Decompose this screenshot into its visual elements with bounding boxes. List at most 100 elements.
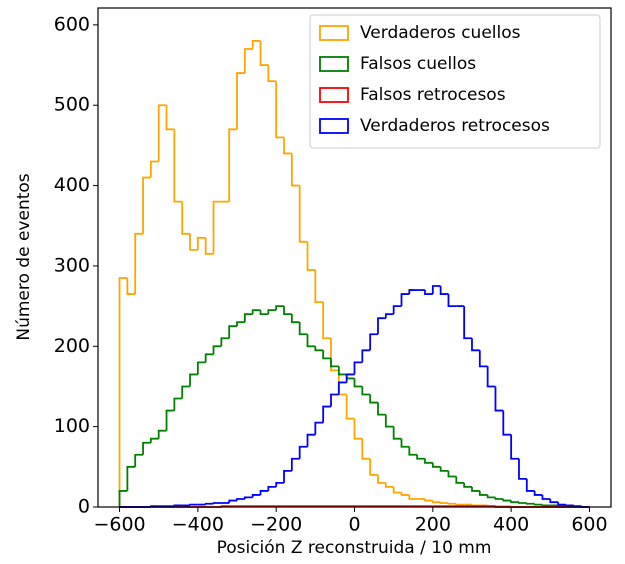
histogram-step <box>424 290 433 295</box>
histogram-step <box>134 453 144 467</box>
x-tick-label: 600 <box>571 514 607 536</box>
histogram-step <box>189 373 198 387</box>
histogram-step <box>330 358 339 368</box>
histogram-step <box>134 232 144 295</box>
x-tick-label: −600 <box>93 514 145 536</box>
histogram-step <box>361 438 371 460</box>
histogram-step <box>283 137 292 155</box>
histogram-step <box>455 476 465 484</box>
histogram-step <box>267 65 277 83</box>
histogram-step <box>455 503 465 506</box>
histogram-step <box>330 393 339 407</box>
histogram-step <box>157 429 167 439</box>
histogram-step <box>408 446 418 456</box>
histogram-step <box>377 317 386 335</box>
histogram-step <box>471 486 480 492</box>
histogram-step <box>204 237 214 255</box>
histogram-step <box>142 441 151 455</box>
histogram-step <box>298 322 308 336</box>
legend-label: Verdaderos retrocesos <box>360 116 550 136</box>
histogram-step <box>572 505 582 508</box>
histogram-step <box>408 494 418 500</box>
histogram-step <box>204 353 214 363</box>
histogram-step <box>251 494 261 498</box>
histogram-step <box>486 366 496 388</box>
y-tick-label: 600 <box>54 13 90 35</box>
histogram-step <box>306 433 316 447</box>
histogram-step <box>322 405 332 423</box>
histogram-step <box>259 310 269 316</box>
legend-label: Falsos retrocesos <box>360 85 506 105</box>
histogram-step <box>283 469 292 483</box>
histogram-step <box>275 481 285 487</box>
legend-swatch <box>319 56 349 72</box>
histogram-step <box>369 333 378 351</box>
y-tick-label: 300 <box>54 254 90 276</box>
histogram-step <box>541 504 551 507</box>
histogram-step <box>267 309 277 315</box>
histogram-step <box>337 381 347 395</box>
histogram-step <box>431 285 441 295</box>
legend-swatch <box>319 87 349 103</box>
histogram-step <box>181 385 191 399</box>
x-tick-label: −400 <box>172 514 224 536</box>
histogram-step <box>236 498 245 501</box>
histogram-step <box>173 504 183 507</box>
histogram-step <box>275 305 285 311</box>
histogram-step <box>149 437 159 443</box>
histogram-step <box>361 386 371 396</box>
histogram-step <box>431 462 441 468</box>
histogram-step <box>447 502 457 505</box>
histogram-step <box>298 445 308 459</box>
histogram-step <box>478 350 488 368</box>
histogram-step <box>189 503 198 506</box>
y-axis-label: Número de eventos <box>14 173 34 340</box>
y-tick-label: 500 <box>54 94 90 116</box>
histogram-step <box>259 490 269 495</box>
histogram-step <box>251 40 261 49</box>
histogram-step <box>290 457 300 471</box>
histogram-step <box>243 313 253 323</box>
histogram-step <box>400 492 410 496</box>
histogram-step <box>416 454 425 460</box>
histogram-step <box>447 294 457 308</box>
x-tick-label: 400 <box>493 514 529 536</box>
histogram-step <box>228 499 238 503</box>
histogram-step <box>243 496 253 499</box>
histogram-step <box>173 397 183 411</box>
histogram-step <box>118 277 128 507</box>
histogram-step <box>251 309 261 315</box>
histogram-step <box>525 478 535 492</box>
histogram-step <box>494 386 504 412</box>
histogram-step <box>541 494 551 500</box>
histogram-step <box>267 486 277 491</box>
histogram-step <box>142 176 151 234</box>
histogram-step <box>228 128 238 202</box>
histogram-step <box>486 494 496 499</box>
histogram-step <box>353 378 363 388</box>
histogram-step <box>463 306 472 340</box>
histogram-step <box>392 426 402 440</box>
histogram-step <box>118 490 128 507</box>
x-tick-label: −200 <box>250 514 302 536</box>
histogram-step <box>283 306 292 316</box>
histogram-step <box>236 72 245 130</box>
legend-label: Verdaderos cuellos <box>360 23 521 43</box>
histogram-step <box>392 305 402 315</box>
histogram-step <box>463 482 472 488</box>
histogram-step <box>518 502 527 504</box>
histogram-step <box>400 293 410 307</box>
legend-swatch <box>319 25 349 41</box>
histogram-step <box>173 129 183 203</box>
histogram-step <box>447 470 457 478</box>
histogram-step <box>510 434 519 460</box>
histogram-step <box>322 302 332 340</box>
histogram-step <box>196 236 206 250</box>
histogram-step <box>322 350 332 360</box>
histogram-step <box>306 334 316 348</box>
histogram-step <box>337 366 347 376</box>
histogram-step <box>471 338 480 352</box>
legend-swatch <box>319 118 349 134</box>
histogram-step <box>361 349 371 363</box>
histogram-step <box>275 81 285 139</box>
